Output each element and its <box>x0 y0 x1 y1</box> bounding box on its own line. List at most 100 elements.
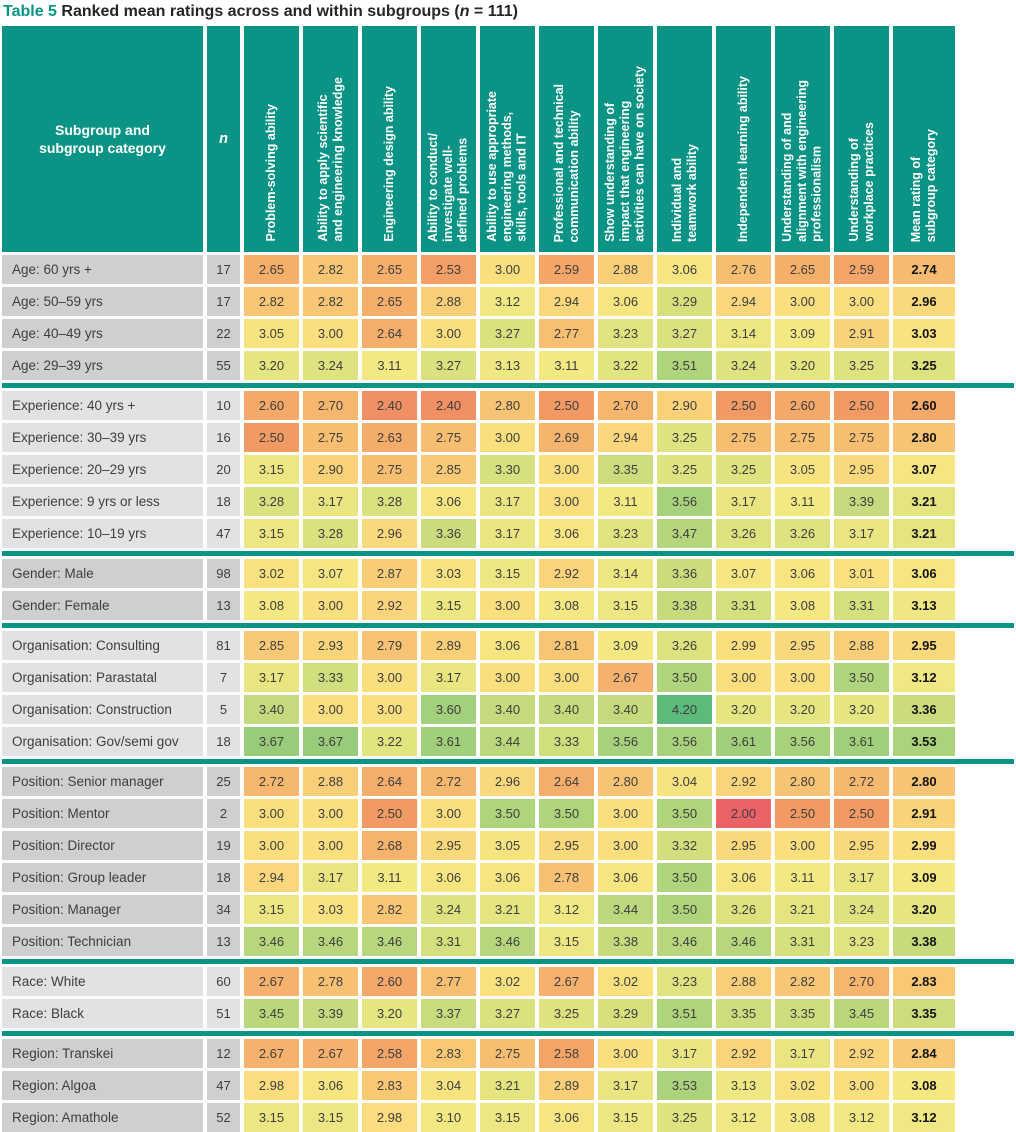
rating-cell: 2.99 <box>716 631 771 660</box>
rating-cell: 3.00 <box>421 319 476 348</box>
rating-cell: 3.00 <box>303 799 358 828</box>
mean-rating-cell: 2.91 <box>893 799 955 828</box>
rating-cell: 2.80 <box>598 767 653 796</box>
row-label: Position: Senior manager <box>2 767 203 796</box>
rating-cell: 3.05 <box>775 455 830 484</box>
n-variable: n <box>459 3 470 20</box>
rating-cell: 3.15 <box>244 519 299 548</box>
rating-cell: 2.95 <box>539 831 594 860</box>
rating-cell: 3.00 <box>598 831 653 860</box>
rating-cell: 3.27 <box>480 319 535 348</box>
row-label: Experience: 40 yrs + <box>2 391 203 420</box>
rating-cell: 3.17 <box>598 1071 653 1100</box>
rating-cell: 3.46 <box>480 927 535 956</box>
rating-cell: 3.02 <box>775 1071 830 1100</box>
rating-cell: 3.00 <box>421 799 476 828</box>
rating-cell: 3.29 <box>598 999 653 1028</box>
rating-cell: 3.23 <box>598 319 653 348</box>
rating-cell: 3.25 <box>834 351 889 380</box>
rating-cell: 2.88 <box>303 767 358 796</box>
rating-cell: 2.58 <box>539 1039 594 1068</box>
table-row: Position: Director 19 3.00 3.00 2.68 2.95 3.05… <box>2 831 1014 860</box>
table-number: Table 5 <box>3 3 57 20</box>
rating-cell: 2.75 <box>421 423 476 452</box>
rating-cell: 3.25 <box>657 1103 712 1132</box>
rating-cell: 3.00 <box>480 591 535 620</box>
rating-cell: 3.24 <box>421 895 476 924</box>
rating-cell: 3.17 <box>775 1039 830 1068</box>
rating-cell: 3.40 <box>539 695 594 724</box>
rating-cell: 3.46 <box>244 927 299 956</box>
rating-cell: 2.72 <box>421 767 476 796</box>
mean-rating-cell: 2.95 <box>893 631 955 660</box>
rating-cell: 3.00 <box>775 831 830 860</box>
rating-cell: 3.00 <box>362 663 417 692</box>
table-row: Organisation: Gov/semi gov 18 3.67 3.67 3.22… <box>2 727 1014 756</box>
rating-cell: 3.56 <box>657 487 712 516</box>
rating-cell: 2.78 <box>303 967 358 996</box>
rating-cell: 3.26 <box>716 519 771 548</box>
rating-cell: 3.27 <box>657 319 712 348</box>
rating-cell: 3.02 <box>480 967 535 996</box>
table-row: Experience: 20–29 yrs 20 3.15 2.90 2.75 2.85 3… <box>2 455 1014 484</box>
column-header-skill-6: Professional and technical communication… <box>539 26 594 252</box>
rating-cell: 3.46 <box>716 927 771 956</box>
rating-cell: 3.17 <box>834 519 889 548</box>
rating-cell: 3.29 <box>657 287 712 316</box>
mean-rating-cell: 2.83 <box>893 967 955 996</box>
rating-cell: 2.95 <box>775 631 830 660</box>
rating-cell: 2.88 <box>421 287 476 316</box>
row-label: Race: Black <box>2 999 203 1028</box>
rating-cell: 3.12 <box>834 1103 889 1132</box>
table-caption: Ranked mean ratings across and within su… <box>56 3 460 20</box>
mean-rating-cell: 3.13 <box>893 591 955 620</box>
row-n: 16 <box>207 423 240 452</box>
rating-cell: 3.40 <box>598 695 653 724</box>
column-header-label: Understanding of workplace practices <box>846 122 876 242</box>
rating-cell: 3.00 <box>539 663 594 692</box>
mean-rating-cell: 3.21 <box>893 519 955 548</box>
mean-rating-cell: 3.25 <box>893 351 955 380</box>
rating-cell: 3.06 <box>775 559 830 588</box>
group-separator <box>2 551 1014 556</box>
row-n: 55 <box>207 351 240 380</box>
row-label: Position: Mentor <box>2 799 203 828</box>
table-row: Experience: 9 yrs or less 18 3.28 3.17 3.28 3… <box>2 487 1014 516</box>
rating-cell: 3.56 <box>598 727 653 756</box>
rating-cell: 3.38 <box>657 591 712 620</box>
rating-cell: 3.67 <box>244 727 299 756</box>
rating-cell: 3.13 <box>480 351 535 380</box>
rating-cell: 3.37 <box>421 999 476 1028</box>
rating-cell: 3.50 <box>657 895 712 924</box>
rating-cell: 3.15 <box>244 895 299 924</box>
column-header-label: Professional and technical communication… <box>551 83 581 242</box>
row-label: Experience: 10–19 yrs <box>2 519 203 548</box>
column-header-subgroup: Subgroup and subgroup category <box>2 26 203 252</box>
rating-cell: 2.75 <box>775 423 830 452</box>
rating-cell: 3.06 <box>421 487 476 516</box>
column-header-skill-8: Individual and teamwork ability <box>657 26 712 252</box>
rating-cell: 3.25 <box>657 455 712 484</box>
rating-cell: 3.00 <box>303 591 358 620</box>
column-header-n: n <box>207 26 240 252</box>
rating-cell: 3.00 <box>244 831 299 860</box>
rating-cell: 2.67 <box>303 1039 358 1068</box>
rating-cell: 2.92 <box>539 559 594 588</box>
table-row: Position: Manager 34 3.15 3.03 2.82 3.24 3.21 3… <box>2 895 1014 924</box>
rating-cell: 3.46 <box>303 927 358 956</box>
rating-cell: 3.23 <box>598 519 653 548</box>
rating-cell: 3.50 <box>657 863 712 892</box>
row-n: 47 <box>207 519 240 548</box>
rating-cell: 2.92 <box>716 767 771 796</box>
row-n: 7 <box>207 663 240 692</box>
rating-cell: 3.67 <box>303 727 358 756</box>
row-n: 13 <box>207 591 240 620</box>
rating-cell: 3.06 <box>598 863 653 892</box>
row-label: Organisation: Consulting <box>2 631 203 660</box>
table-row: Gender: Male 98 3.02 3.07 2.87 3.03 3.15 2.92 3.… <box>2 559 1014 588</box>
rating-cell: 3.39 <box>834 487 889 516</box>
row-label: Age: 60 yrs + <box>2 255 203 284</box>
rating-cell: 2.95 <box>834 831 889 860</box>
rating-cell: 3.20 <box>775 695 830 724</box>
table-row: Organisation: Consulting 81 2.85 2.93 2.79 2.… <box>2 631 1014 660</box>
